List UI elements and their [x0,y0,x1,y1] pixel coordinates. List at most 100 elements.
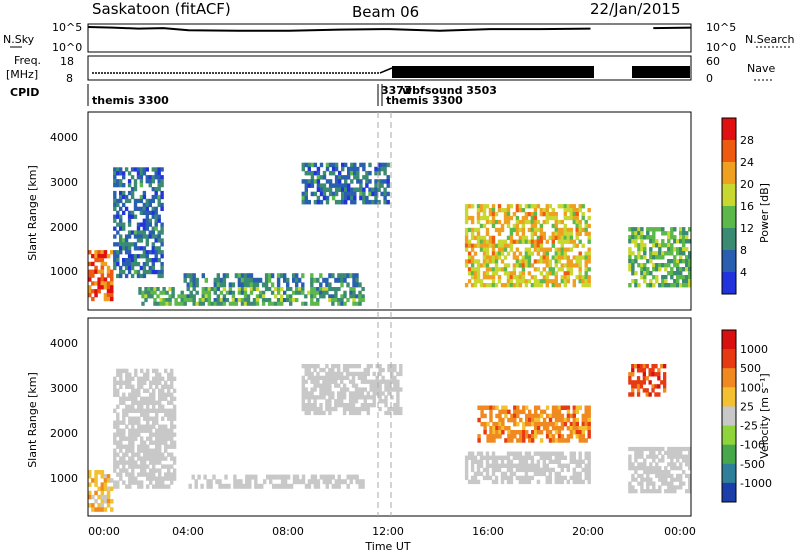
power-cells-cell [542,279,546,284]
power-cells-cell [557,251,561,256]
vel-cells-cell [325,479,329,485]
power-cells-cell [383,170,387,176]
vel-cells-cell [628,454,632,459]
vel-cells-cell [396,379,400,384]
power-cells-cell [554,251,558,256]
power-cells-cell [682,235,686,240]
vel-cells-cell [167,464,171,469]
vel-cells-cell [363,399,367,404]
power-cells-cell [491,223,496,229]
power-cells-cell [113,234,117,239]
power-cells-cell [276,277,281,283]
power-cells-cell [151,262,155,267]
power-cells-cell [116,210,120,215]
power-cells-cell [643,275,647,280]
vel-cells-cell [522,426,526,431]
power-cells-cell [530,263,535,268]
power-cells-cell [338,183,342,188]
vel-cells-cell [507,430,511,435]
power-cells-cell [124,273,129,279]
vel-cells-cell [116,388,120,393]
power-cells-cell [331,273,335,279]
power-cells-cell [569,204,573,209]
vel-cells-cell [143,440,147,445]
vel-cells-cell [482,475,487,481]
power-cells-cell [301,166,305,172]
power-cells-cell [670,267,674,272]
vel-cells-cell [584,417,588,423]
vel-cells-cell [676,446,680,452]
vel-cells-cell [670,450,674,455]
power-cells-cell [482,275,487,280]
vel-cells-cell [673,450,677,455]
power-cells-cell [261,294,266,299]
power-cells-cell [195,301,199,306]
vel-cells-cell [640,466,644,471]
power-cells-cell [377,187,381,192]
power-cells-cell [572,219,576,225]
power-cells-cell [479,279,484,284]
vel-cells-cell [652,485,656,490]
vel-cells-cell [518,451,523,456]
vel-cells-cell [158,388,162,393]
vel-cells-cell [569,421,574,427]
power-cells-cell [142,250,147,255]
vel-cells-cell [113,380,117,385]
power-cells-cell [319,273,323,279]
power-colorbar-tick: 4 [740,266,747,279]
power-cells-cell [575,215,579,221]
power-cells-cell [476,235,481,240]
power-cells-cell [560,267,564,272]
vel-cells-cell [557,479,561,485]
vel-cells-cell [525,434,529,439]
power-cells-cell [563,212,567,217]
power-cells-cell [551,235,555,240]
vel-cells-cell [369,379,373,384]
power-cells-cell [563,239,567,244]
power-cells-cell [464,219,469,225]
vel-cells-cell [646,473,650,478]
vel-cells-cell [507,438,511,443]
power-cells-cell [491,204,496,209]
vel-cells-cell [533,451,538,456]
power-cells-cell [658,263,662,268]
power-cells-cell [136,262,141,267]
vel-cells-cell [134,368,138,374]
power-cells-cell [338,199,342,205]
vel-cells-cell [340,479,344,485]
vel-cells-cell [660,380,664,385]
power-cells-cell [237,298,242,303]
freq-frame [87,55,692,81]
vel-cells-cell [664,473,668,478]
vel-cells-cell [534,417,538,423]
vel-cells-cell [501,409,505,415]
power-cells-cell [343,277,347,283]
power-cells-cell [334,162,339,168]
power-cells-cell [341,175,345,180]
power-cells-cell [106,273,111,278]
power-cells-cell [545,212,549,217]
vel-cells-cell [584,438,588,443]
power-cells-cell [473,243,478,248]
power-cells-cell [119,194,123,200]
power-cells-cell [527,259,532,264]
power-cells-cell [127,198,132,204]
vel-cells-cell [524,471,529,477]
vel-cells-cell [528,438,532,443]
power-cells-cell [122,190,126,196]
vel-cells-cell [331,364,335,369]
power-cells-cell [119,218,123,223]
vel-cells-cell [587,455,591,460]
vel-cells-cell [122,412,126,417]
power-cells-cell [151,250,155,255]
power-cells-cell [464,239,469,244]
vel-cells-cell [587,463,591,468]
vel-cells-cell [534,405,538,410]
vel-cells-cell [351,375,356,380]
vel-cells-cell [140,484,144,489]
vel-cells-cell [100,494,105,500]
vel-cells-cell [140,384,144,389]
power-cells-cell [500,283,505,288]
vel-cells-cell [566,467,570,473]
vel-cells-cell [239,483,243,489]
